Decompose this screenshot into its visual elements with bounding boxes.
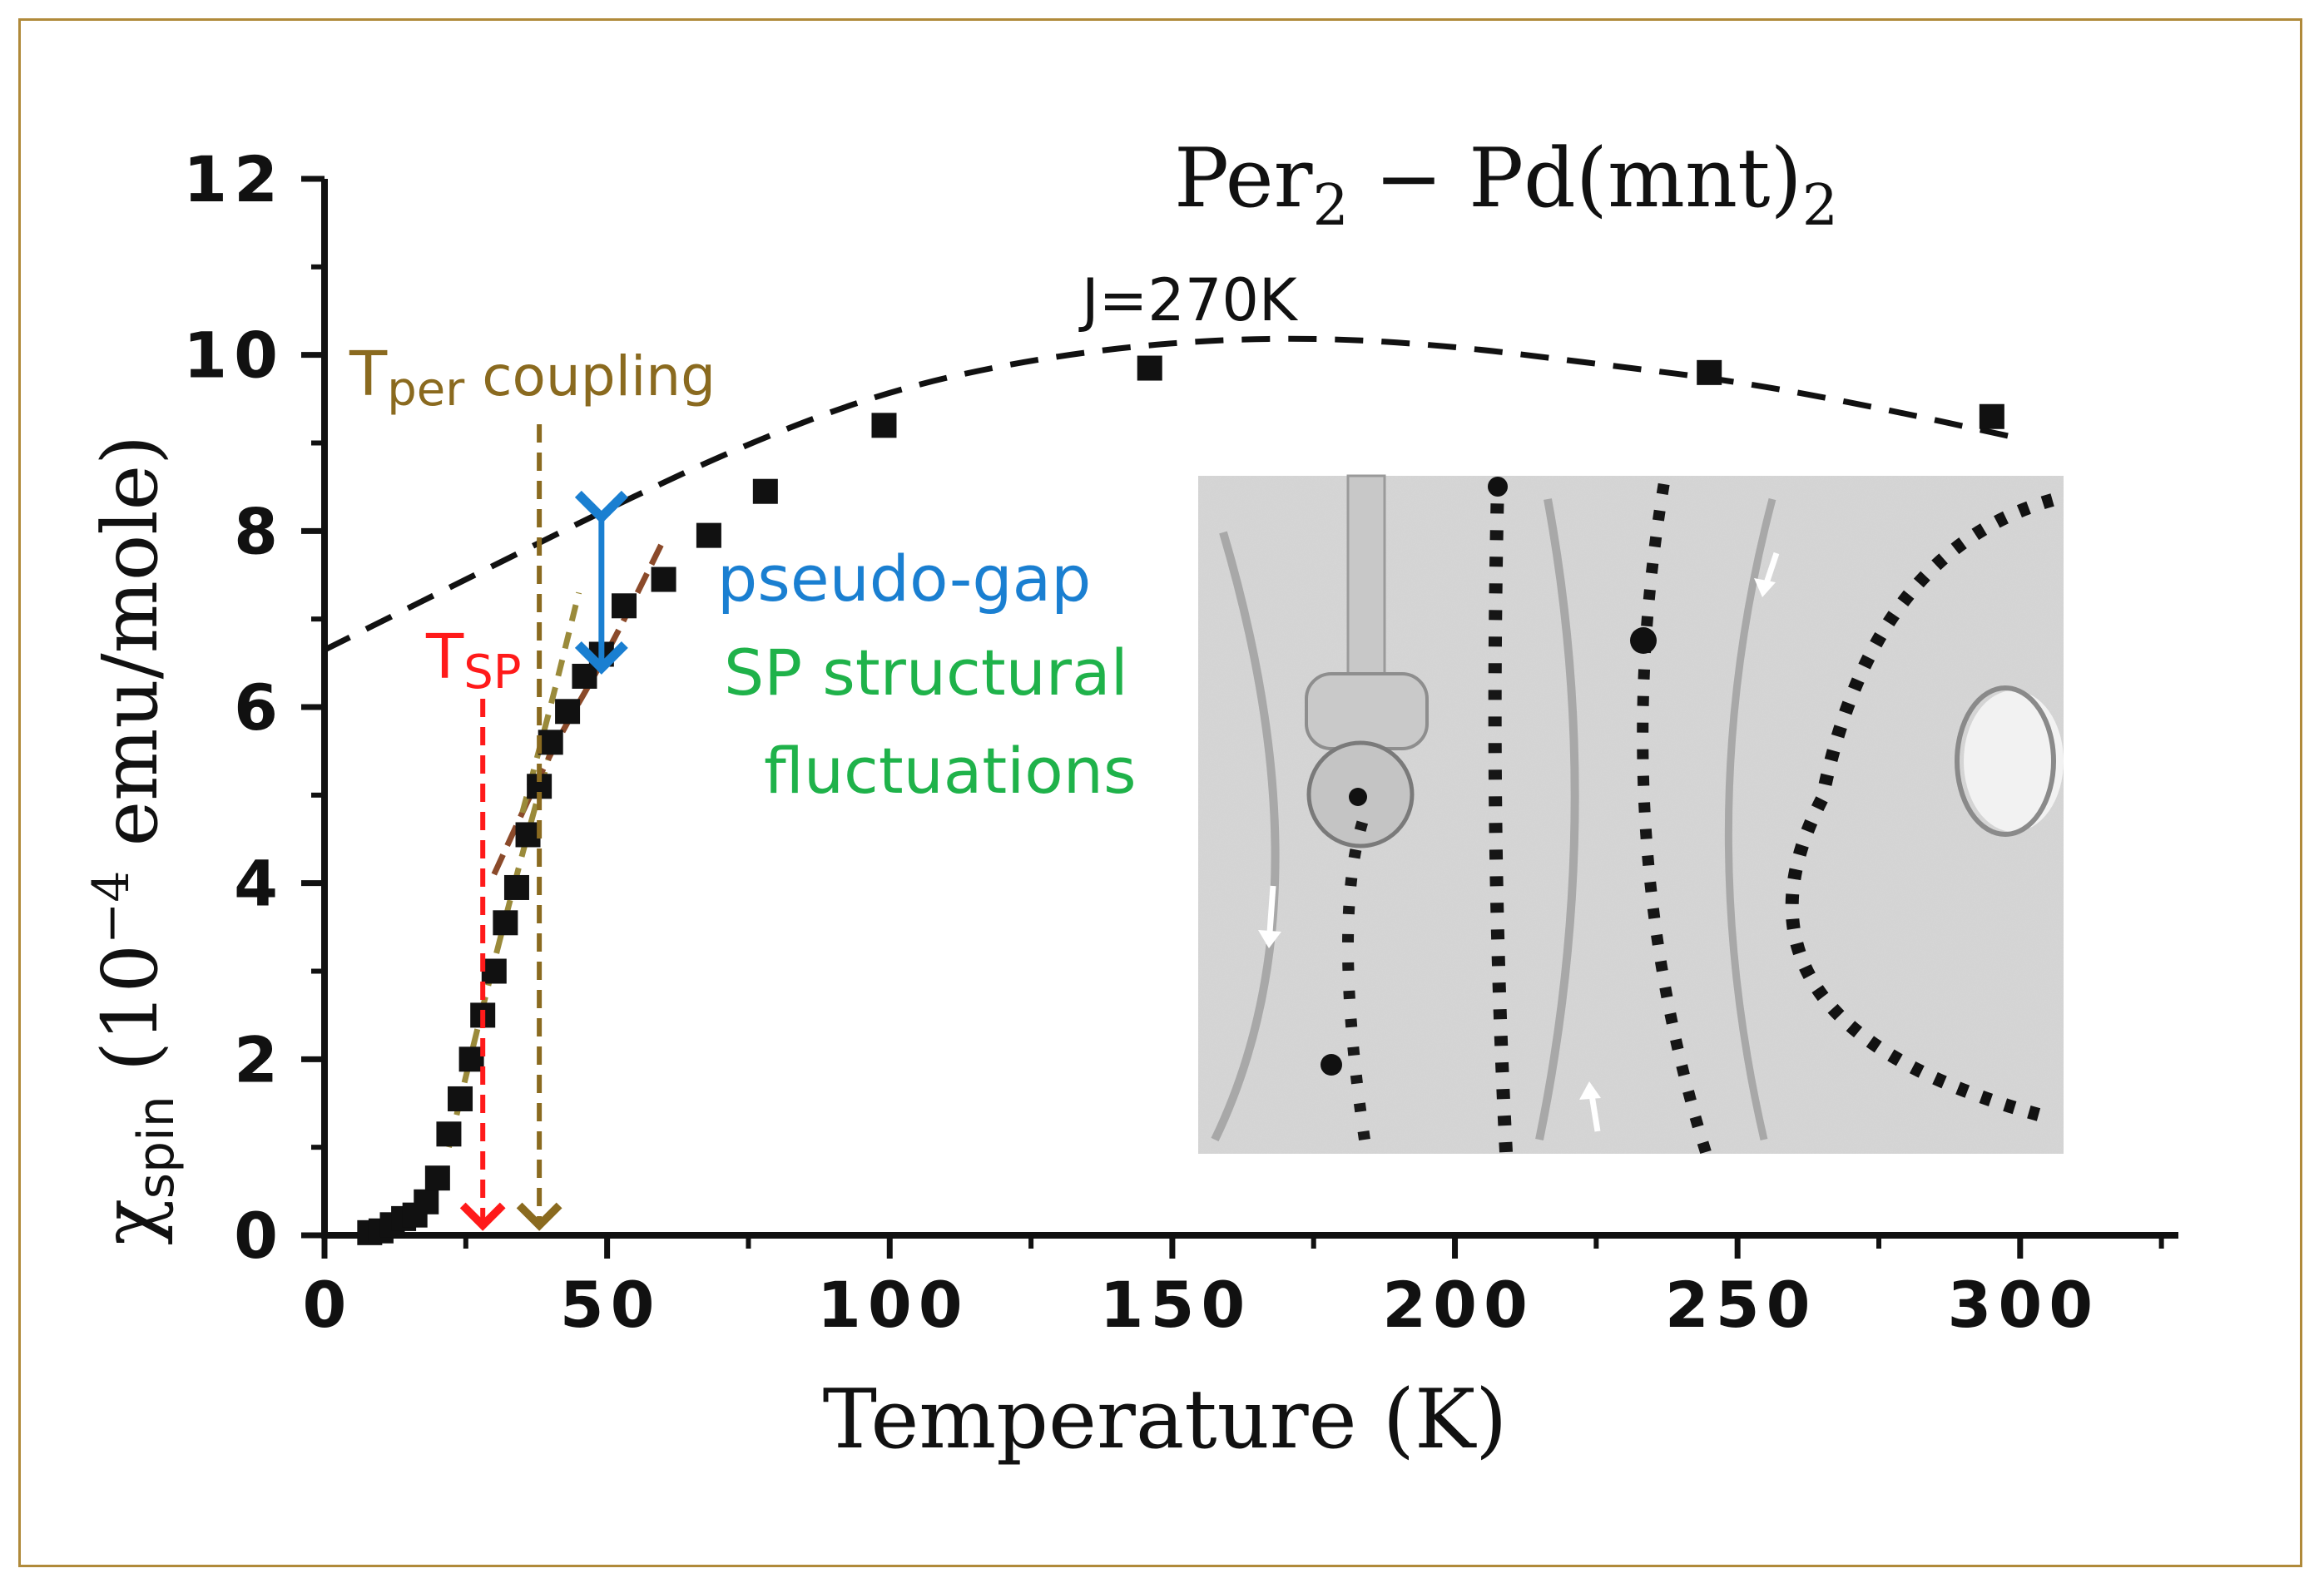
y-tick-label: 10	[183, 319, 285, 393]
y-tick-label: 6	[234, 670, 285, 745]
data-point	[493, 910, 518, 936]
x-tick-label: 50	[560, 1268, 662, 1342]
t-per-coupling-label: Tper coupling	[349, 339, 716, 417]
fit-curve-bonner-fisher-fit	[323, 335, 2021, 653]
data-point	[1979, 403, 2004, 429]
data-point	[414, 1189, 439, 1214]
annotations	[459, 424, 628, 1231]
data-point	[503, 874, 529, 900]
x-axis-label: Temperature (K)	[823, 1373, 1508, 1467]
chart-title: Per2 − Pd(mnt)2	[1174, 131, 1838, 239]
x-tick-label: 250	[1665, 1268, 1817, 1342]
y-tick-label: 12	[183, 142, 285, 216]
data-point	[448, 1086, 473, 1111]
data-point	[1697, 359, 1722, 385]
y-tick-label: 0	[234, 1199, 285, 1273]
y-tick-label: 8	[234, 494, 285, 568]
x-tick-label: 200	[1382, 1268, 1534, 1342]
data-point	[572, 663, 597, 689]
data-point	[1137, 355, 1162, 381]
tick-labels: 0 50 100 150 200 250 300 0 2 4 6 8 10 12	[183, 142, 2099, 1342]
data-point	[515, 822, 541, 848]
y-axis-label: χspin (10−4 emu/mole)	[82, 435, 186, 1245]
data-point	[752, 478, 778, 504]
data-point	[696, 522, 721, 548]
x-tick-label: 150	[1100, 1268, 1252, 1342]
data-point	[555, 699, 581, 725]
data-point	[538, 730, 563, 755]
diffraction-inset-image	[1198, 474, 2064, 1155]
data-point	[424, 1165, 450, 1191]
data-point	[436, 1121, 462, 1147]
x-tick-label: 0	[303, 1268, 354, 1342]
x-tick-label: 300	[1947, 1268, 2099, 1342]
data-point	[612, 593, 637, 619]
sp-structural-label: SP structural	[724, 636, 1128, 710]
data-point	[871, 413, 897, 438]
j-coupling-label: J=270K	[1078, 266, 1299, 334]
y-tick-label: 2	[234, 1022, 285, 1096]
axes	[301, 176, 2178, 1259]
y-tick-label: 4	[234, 847, 285, 921]
data-point	[651, 566, 676, 592]
data-point	[481, 958, 507, 984]
t-sp-label: TSP	[425, 621, 522, 700]
x-tick-label: 100	[817, 1268, 969, 1342]
pseudo-gap-label: pseudo-gap	[717, 542, 1091, 616]
data-point	[458, 1046, 484, 1072]
fluctuations-label: fluctuations	[764, 734, 1137, 808]
